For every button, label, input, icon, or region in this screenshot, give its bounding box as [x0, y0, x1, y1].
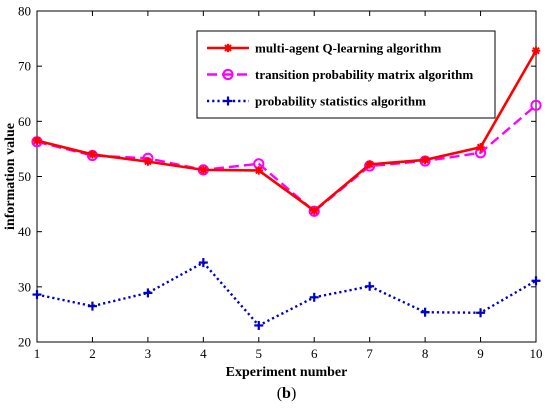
legend-swatch-marker — [223, 43, 233, 53]
legend-entry-probability-statistics-algorithm: probability statistics algorithm — [255, 94, 426, 109]
legend-entry-multi-agent-q-learning-algorithm: multi-agent Q-learning algorithm — [255, 41, 441, 56]
data-point — [365, 160, 374, 169]
y-tick-label: 30 — [18, 279, 31, 294]
data-point — [254, 320, 264, 330]
x-tick-label: 8 — [422, 346, 429, 361]
x-tick-label: 9 — [477, 346, 484, 361]
y-axis-label: information value — [3, 123, 18, 230]
series-layer — [31, 46, 542, 330]
data-point — [199, 165, 208, 175]
data-point — [32, 136, 42, 145]
series-line — [36, 50, 538, 213]
x-axis-label: Experiment number — [226, 365, 348, 380]
legend-swatch-marker — [223, 96, 233, 106]
data-point — [420, 155, 430, 165]
data-point — [531, 46, 541, 55]
x-tick-label: 3 — [145, 346, 152, 361]
x-tick-label: 6 — [311, 346, 318, 361]
x-tick-label: 2 — [89, 346, 96, 361]
data-point — [531, 276, 541, 286]
y-tick-label: 40 — [18, 224, 31, 239]
x-tick-label: 5 — [256, 346, 263, 361]
data-point — [365, 281, 375, 291]
caption-close-paren: ) — [291, 385, 296, 402]
data-point — [476, 143, 485, 152]
x-tick-label: 4 — [200, 346, 207, 361]
series-line — [36, 261, 537, 327]
series-probability-statistics-algorithm — [32, 258, 541, 330]
legend-entry-transition-probability-matrix-algorithm: transition probability matrix algorithm — [255, 67, 473, 82]
data-point — [476, 308, 486, 318]
data-point — [309, 292, 319, 302]
data-point — [198, 258, 208, 268]
data-point — [32, 290, 42, 300]
y-tick-label: 80 — [18, 4, 31, 19]
data-point — [88, 150, 97, 159]
data-point — [420, 307, 430, 317]
caption-open-paren: ( — [277, 385, 282, 402]
data-point — [530, 99, 542, 111]
x-tick-label: 7 — [366, 346, 373, 361]
series-multi-agent-q-learning-algorithm — [32, 46, 541, 215]
y-tick-label: 20 — [18, 335, 31, 350]
legend-swatch-marker — [222, 68, 234, 81]
y-tick-label: 70 — [18, 59, 31, 74]
data-point — [87, 301, 97, 311]
data-point — [310, 206, 319, 215]
data-point — [254, 166, 263, 175]
y-tick-label: 50 — [18, 169, 31, 184]
legend: multi-agent Q-learning algorithm transiti… — [196, 30, 496, 119]
figure-caption: (b) — [277, 385, 297, 402]
caption-letter: b — [282, 385, 291, 402]
x-tick-label: 1 — [34, 346, 41, 361]
x-tick-label: 10 — [530, 346, 543, 361]
y-tick-label: 60 — [18, 114, 31, 129]
data-point — [143, 157, 153, 166]
data-point — [143, 288, 153, 298]
